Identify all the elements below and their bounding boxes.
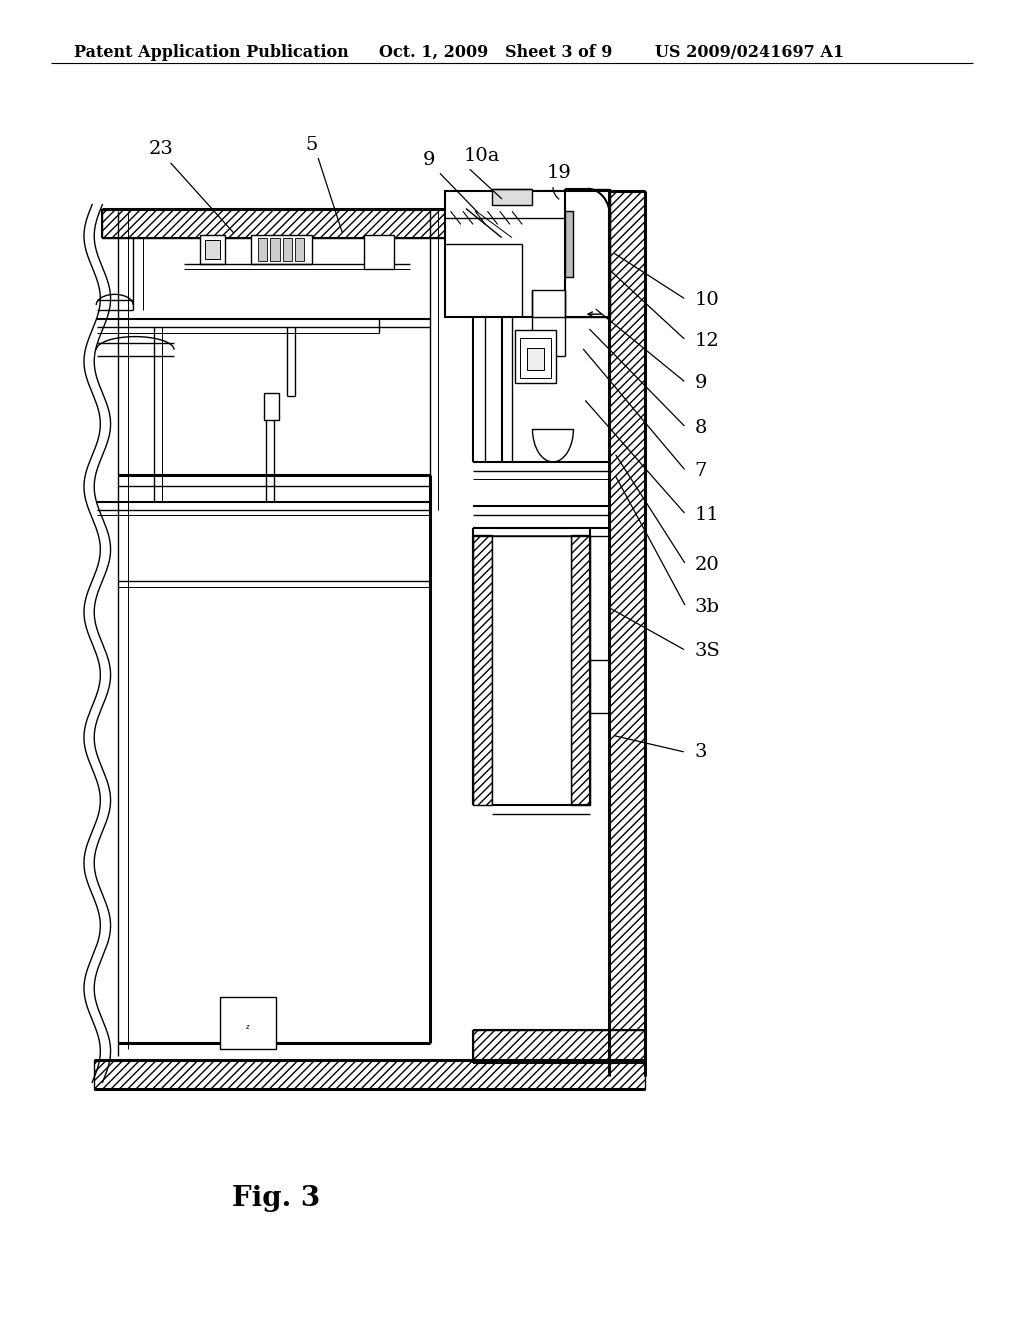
Bar: [565, 189, 610, 317]
Text: Fig. 3: Fig. 3: [232, 1185, 321, 1212]
Text: z: z: [246, 1024, 250, 1030]
Bar: [527, 348, 544, 370]
Bar: [515, 330, 556, 383]
Bar: [473, 535, 492, 805]
Text: Oct. 1, 2009   Sheet 3 of 9: Oct. 1, 2009 Sheet 3 of 9: [379, 44, 612, 61]
Bar: [445, 191, 609, 317]
Text: US 2009/0241697 A1: US 2009/0241697 A1: [655, 44, 845, 61]
Text: 5: 5: [305, 136, 317, 154]
Bar: [492, 189, 532, 205]
Bar: [258, 238, 267, 261]
Bar: [200, 235, 225, 264]
Bar: [609, 191, 645, 1076]
Bar: [94, 1060, 645, 1089]
Text: 3: 3: [694, 743, 707, 762]
Bar: [264, 393, 279, 420]
Text: 3b: 3b: [694, 598, 719, 616]
Text: 9: 9: [694, 374, 707, 392]
Bar: [270, 238, 280, 261]
Bar: [102, 209, 543, 238]
Text: 7: 7: [694, 462, 707, 480]
Bar: [565, 211, 573, 277]
Text: Patent Application Publication: Patent Application Publication: [74, 44, 348, 61]
Bar: [364, 235, 394, 269]
Bar: [532, 290, 565, 317]
Bar: [205, 240, 220, 259]
Bar: [251, 235, 312, 264]
Text: 3S: 3S: [694, 642, 720, 660]
Bar: [520, 338, 551, 378]
Text: 10: 10: [694, 290, 719, 309]
Bar: [295, 238, 304, 261]
Text: 8: 8: [694, 418, 707, 437]
Bar: [283, 238, 292, 261]
Bar: [571, 535, 590, 805]
Bar: [220, 997, 276, 1049]
Text: 12: 12: [694, 331, 719, 350]
Text: 23: 23: [148, 140, 173, 158]
Text: 9: 9: [423, 150, 435, 169]
Text: 19: 19: [547, 164, 571, 182]
Bar: [492, 535, 571, 805]
Text: 20: 20: [694, 556, 719, 574]
Text: 10a: 10a: [464, 147, 501, 165]
Bar: [473, 1030, 645, 1063]
Text: 11: 11: [694, 506, 719, 524]
